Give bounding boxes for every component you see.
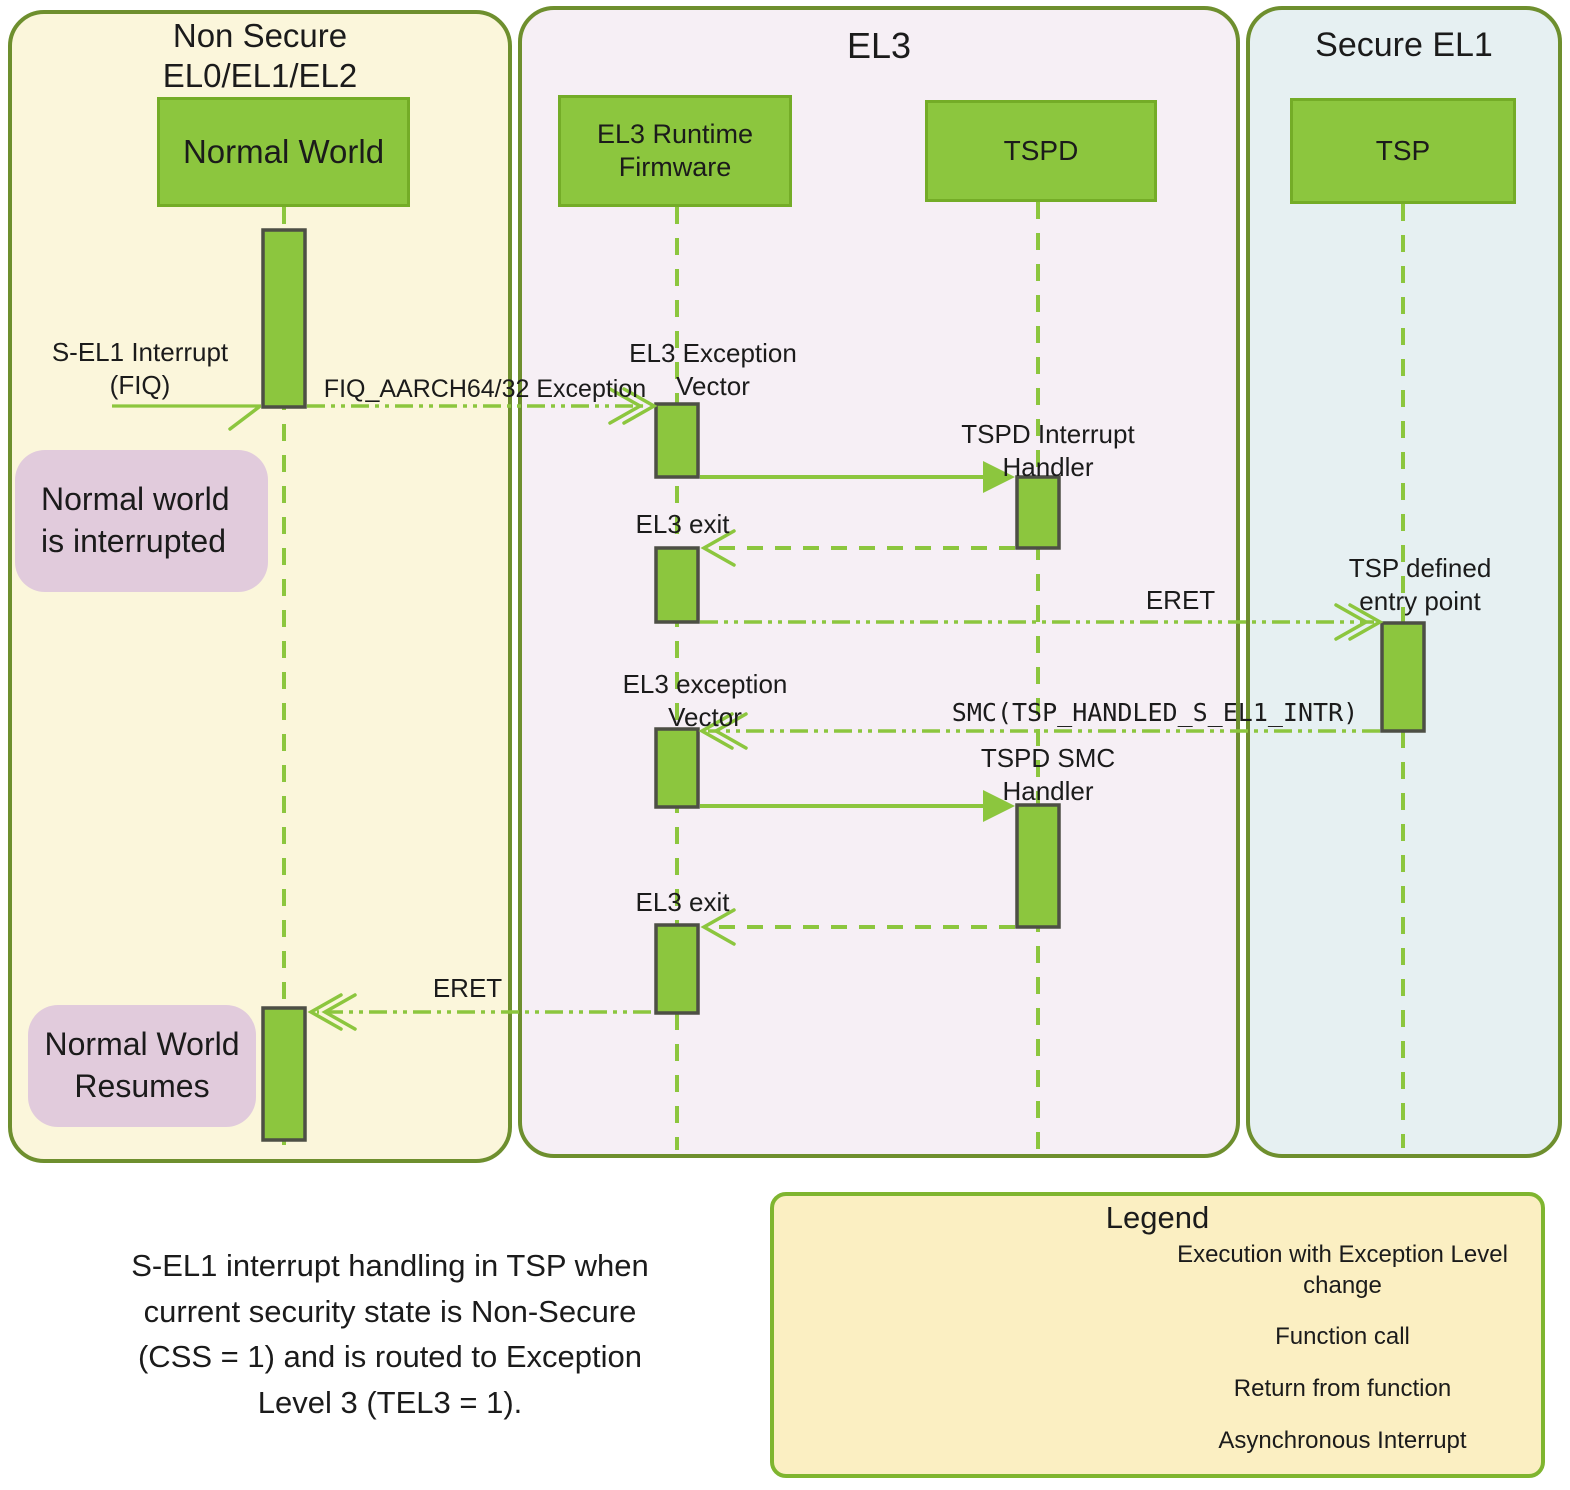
fiq-exception-arrow [307,387,658,425]
actor-el3-runtime-firmware: EL3 Runtime Firmware [558,95,792,207]
actor-tsp: TSP [1290,98,1516,204]
note-normal-world-interrupted: Normal world is interrupted [15,450,268,592]
tspd-interrupt-handler-label: TSPD Interrupt Handler [961,419,1135,482]
diagram-caption: S-EL1 interrupt handling in TSP when cur… [131,1248,649,1420]
lane-title-secure-el1: Secure EL1 [1315,26,1493,64]
function-call-arrow-2 [700,790,1015,822]
activation-el3-exception-vector-2 [654,727,700,809]
eret-label-1: ERET [1145,585,1216,615]
el3-exception-vector-label-2: EL3 exception Vector [622,669,788,732]
fiq-exception-label: FIQ_AARCH64/32 Exception [323,375,647,403]
activation-normal-world-2 [261,1006,307,1142]
activation-tspd-interrupt-handler [1015,475,1061,550]
lane-title-non-secure: Non Secure EL0/EL1/EL2 [162,17,358,95]
eret-arrow-1 [700,603,1384,641]
el3-exception-vector-label-1: EL3 Exception Vector [629,338,797,401]
actor-tspd: TSPD [925,100,1157,202]
legend-box [770,1192,1545,1478]
legend-title: Legend [1105,1200,1210,1235]
tsp-entry-point-label: TSP defined entry point [1348,553,1492,616]
legend-item-function-call: Function call [1275,1323,1410,1350]
el3-exit-label-2: EL3 exit [635,887,730,917]
activation-el3-exit-2 [654,923,700,1015]
return-arrow-1 [700,529,1015,567]
activation-tspd-smc-handler [1015,803,1061,929]
legend-item-async-interrupt: Asynchronous Interrupt [1218,1427,1467,1454]
tspd-smc-handler-label: TSPD SMC Handler [980,743,1116,806]
async-interrupt-arrow [112,404,261,431]
return-arrow-2 [700,908,1015,946]
actor-normal-world: Normal World [157,97,410,207]
note-normal-world-resumes: Normal World Resumes [28,1005,256,1127]
function-call-arrow-1 [700,461,1015,493]
activation-tsp-entry-point [1380,621,1426,733]
eret-label-2: ERET [432,973,503,1003]
legend-item-el-change: Execution with Exception Level change [1177,1241,1508,1299]
activation-el3-exception-vector-1 [654,402,700,479]
el3-exit-label-1: EL3 exit [635,509,730,539]
smc-call-label: SMC(TSP_HANDLED_S_EL1_INTR) [951,698,1359,727]
s-el1-interrupt-label: S-EL1 Interrupt (FIQ) [51,337,229,400]
activation-el3-exit-1 [654,546,700,624]
eret-arrow-2 [307,993,651,1031]
activation-normal-world-1 [261,228,307,409]
lane-title-el3: EL3 [846,25,912,66]
smc-arrow [698,712,1380,750]
legend-item-return: Return from function [1233,1375,1452,1402]
